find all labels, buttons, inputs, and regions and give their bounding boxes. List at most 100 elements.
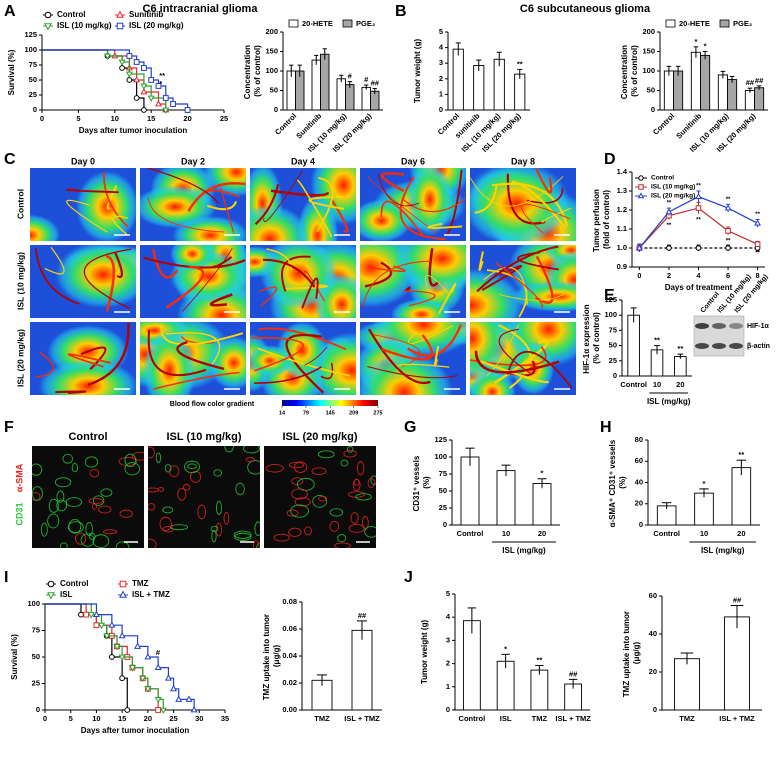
flow-region [170,245,215,272]
y-tick-label: 125 [604,295,617,304]
y-tick-label: 50 [439,486,447,495]
vessel-stain [32,486,43,501]
x-tick-label: 8 [756,271,760,280]
image-row-label: ISL (10 mg/kg) [15,252,25,310]
marker [154,100,162,107]
vessel [253,366,322,384]
y-tick-label: 4 [439,43,444,52]
marker [666,245,672,251]
vessel [296,179,333,238]
y-tick-label: 2 [446,659,450,668]
bar [700,54,711,111]
y-tick-label: 40 [649,629,657,638]
marker [170,101,176,107]
perfusion-image [470,245,576,318]
bar [731,467,752,526]
vessel-stain [290,504,309,518]
x-tick-label: TMZ [679,714,695,723]
bar [673,70,684,111]
significance: # [364,75,369,84]
y-tick-label: 25 [29,90,37,99]
y-axis-label: Tumor weight (g) [413,39,422,104]
vessel-stain [352,479,361,491]
bar [496,470,516,526]
vessel [283,284,328,290]
survival-step [143,91,160,104]
y-tick-label: 125 [24,30,37,39]
marker [139,675,147,683]
marker [119,580,127,588]
x-tick-label: 10 [92,714,100,723]
x-tick-label: 15 [118,714,126,723]
panel-label: E [604,287,615,304]
perfusion-image [30,245,136,318]
marker [44,23,52,31]
survival-step [42,49,109,56]
legend-label: Control [60,579,88,588]
vessel-stain [265,464,284,473]
x-tick-label: 20 [676,380,684,389]
vessel-stain [355,493,372,501]
survival-step [143,85,152,98]
vessel [474,350,560,374]
perfusion-image [250,322,356,395]
marker [83,611,90,618]
legend-swatch [665,19,676,28]
significance: ** [536,655,542,664]
significance: ## [755,76,764,85]
colorbar-tick-label: 145 [326,410,335,416]
marker [133,59,140,65]
marker [190,706,198,713]
vessel-stain [293,461,308,473]
marker [162,107,170,114]
vessel-stain [187,463,197,469]
marker [144,653,152,660]
marker [98,622,106,630]
image-column-label: Control [68,431,107,443]
vessel-stain [213,469,223,477]
vessel [316,176,334,233]
marker [155,707,162,713]
bar [336,78,346,111]
vessel [470,176,564,207]
y-tick-label: 5 [439,27,443,36]
bar [530,669,549,711]
y-tick-label: 0 [639,520,643,529]
y-tick-label: 1 [439,89,443,98]
vessel [521,203,571,234]
significance: # [348,72,353,81]
vessel-stain [92,534,110,548]
marker [104,53,112,60]
y-tick-label: 125 [434,435,447,444]
marker [184,107,191,113]
bar [493,58,505,111]
vessel-stain [288,527,302,537]
y-tick-label: 0 [653,705,657,714]
y-axis-label: Concentration (% of control) [243,43,262,99]
vessel-stain [235,482,245,496]
significance: ** [755,212,760,218]
vessel [367,328,431,385]
bar [690,51,701,111]
image-column-label: Day 8 [511,156,535,166]
marker [754,241,761,247]
marker [108,654,115,660]
flow-region [360,199,412,241]
y-tick-label: 0 [33,105,37,114]
y-tick-label: 75 [439,469,447,478]
perfusion-image [250,168,356,241]
vessel-stain [318,496,328,502]
flow-region [55,245,136,309]
vessel [165,265,205,309]
y-tick-label: 200 [265,27,278,36]
vessel [153,371,240,390]
vessel-stain [329,508,344,517]
y-tick-label: 0 [36,705,40,714]
marker [695,205,702,211]
marker [108,621,116,628]
x-tick-label: 20 [737,529,745,538]
survival-step [106,635,113,657]
vessel [55,390,87,395]
vessel-stain [317,450,335,459]
